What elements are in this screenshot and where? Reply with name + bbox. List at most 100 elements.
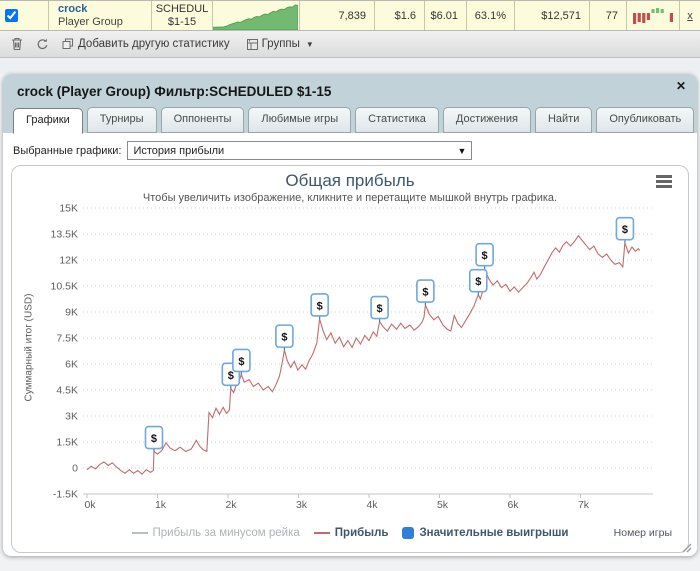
filter-line1: SCHEDUL bbox=[155, 2, 209, 15]
svg-text:$: $ bbox=[475, 276, 481, 288]
significant-win-flag[interactable]: $ bbox=[475, 242, 494, 269]
legend-item-2[interactable]: Значительные выигрыши bbox=[402, 527, 568, 539]
y-tick-label: 9K bbox=[65, 307, 78, 319]
filter-cell: SCHEDUL $1-15 bbox=[152, 1, 213, 30]
svg-text:$: $ bbox=[151, 433, 157, 445]
tab-7[interactable]: Опубликовать bbox=[596, 107, 695, 133]
legend-item-1[interactable]: Прибыль bbox=[313, 527, 389, 539]
x-tick-label: 6k bbox=[507, 499, 519, 511]
add-statistic-button[interactable]: Добавить другую статистику bbox=[59, 36, 233, 52]
tab-bar: Графики Турниры Оппоненты Любимые игры Стати… bbox=[13, 107, 697, 134]
chevron-down-icon: ▼ bbox=[305, 39, 314, 49]
svg-text:$: $ bbox=[622, 224, 628, 236]
y-tick-label: 13.5K bbox=[51, 229, 78, 241]
svg-text:$: $ bbox=[482, 250, 488, 262]
panel-body: Выбранные графики: История прибыли ▼ Общ… bbox=[3, 133, 697, 553]
chart-plot-area[interactable]: -1.5K 0 1.5K 3K 4.5K 6K 7.5K 9K 10.5K 12K 13.5K 15K… bbox=[12, 203, 659, 514]
x-tick-label: 4k bbox=[366, 499, 378, 511]
row-checkbox-cell bbox=[0, 1, 49, 30]
summary-row: crock Player Group SCHEDUL $1-15 7,839 $… bbox=[0, 0, 700, 31]
row-close-link[interactable]: x bbox=[687, 9, 693, 22]
trash-icon bbox=[12, 37, 22, 51]
groups-icon bbox=[246, 38, 258, 50]
x-tick-label: 3k bbox=[296, 499, 308, 511]
significant-win-flag[interactable]: $ bbox=[232, 348, 251, 375]
row-checkbox[interactable] bbox=[5, 9, 18, 22]
significant-win-flag[interactable]: $ bbox=[144, 425, 164, 452]
y-tick-label: 7.5K bbox=[56, 333, 78, 345]
x-tick-label: 7k bbox=[578, 499, 590, 511]
sparkline-cell bbox=[213, 1, 300, 30]
delete-button[interactable] bbox=[8, 35, 26, 53]
add-statistic-label: Добавить другую статистику bbox=[78, 38, 230, 50]
player-name-cell: crock Player Group bbox=[49, 1, 152, 30]
y-tick-label: 12K bbox=[59, 255, 78, 267]
svg-text:$: $ bbox=[281, 332, 287, 344]
significant-win-flag[interactable]: $ bbox=[275, 324, 294, 351]
tab-3[interactable]: Любимые игры bbox=[248, 107, 352, 133]
player-detail-panel: crock (Player Group) Фильтр:SCHEDULED $1… bbox=[3, 74, 697, 556]
legend-swatch bbox=[402, 527, 415, 539]
svg-text:$: $ bbox=[317, 300, 323, 312]
y-tick-label: 10.5K bbox=[51, 281, 78, 293]
y-tick-label: 3K bbox=[65, 411, 78, 423]
graph-select-value: История прибыли bbox=[133, 144, 225, 157]
row-close-cell: x bbox=[680, 1, 700, 30]
tab-2[interactable]: Оппоненты bbox=[160, 107, 245, 133]
y-tick-label: 1.5K bbox=[56, 437, 78, 449]
panel-title: crock (Player Group) Фильтр:SCHEDULED $1… bbox=[17, 84, 332, 99]
stat-games: 7,839 bbox=[300, 1, 375, 30]
player-name-link[interactable]: crock bbox=[58, 2, 88, 15]
player-type-label: Player Group bbox=[58, 15, 123, 28]
x-tick-label: 0k bbox=[84, 499, 96, 511]
close-icon[interactable]: ✕ bbox=[675, 79, 686, 93]
tab-1[interactable]: Турниры bbox=[86, 107, 157, 133]
significant-win-flag[interactable]: $ bbox=[416, 279, 435, 306]
tab-graphs-active[interactable]: Графики bbox=[13, 108, 83, 134]
tab-5[interactable]: Достижения bbox=[442, 107, 531, 133]
stat-percent: 63.1% bbox=[467, 1, 515, 30]
groups-button[interactable]: Группы ▼ bbox=[244, 36, 317, 52]
position-bars-icon bbox=[633, 7, 673, 24]
significant-win-flag[interactable]: $ bbox=[615, 216, 635, 243]
resize-handle[interactable] bbox=[681, 542, 692, 553]
x-axis-title: Номер игры bbox=[613, 527, 672, 539]
refresh-button[interactable] bbox=[33, 36, 52, 53]
chart-legend: Прибыль за минусом рейка Прибыль Значитель… bbox=[12, 519, 688, 547]
profit-chart[interactable]: Общая прибыль Чтобы увеличить изображени… bbox=[11, 165, 689, 553]
significant-win-flag[interactable]: $ bbox=[468, 268, 488, 295]
stat-abi: $6.01 bbox=[425, 1, 467, 30]
significant-win-flag[interactable]: $ bbox=[310, 293, 329, 319]
toolbar: Добавить другую статистику Группы ▼ bbox=[0, 31, 700, 58]
chevron-down-icon: ▼ bbox=[457, 145, 467, 156]
copy-icon bbox=[62, 38, 73, 49]
legend-item-0[interactable]: Прибыль за минусом рейка bbox=[131, 527, 300, 539]
x-tick-label: 1k bbox=[155, 499, 167, 511]
svg-text:$: $ bbox=[228, 370, 234, 382]
stat-avg-stake: $1.6 bbox=[375, 1, 425, 30]
graph-select-label: Выбранные графики: bbox=[13, 144, 122, 157]
chart-menu-icon[interactable] bbox=[656, 175, 672, 190]
page-background-strip bbox=[0, 58, 700, 74]
tab-4[interactable]: Статистика bbox=[355, 107, 439, 133]
y-axis-title: Суммарный итог (USD) bbox=[23, 293, 35, 402]
legend-label: Значительные выигрыши bbox=[419, 527, 569, 539]
y-tick-label: 4.5K bbox=[56, 385, 78, 397]
y-tick-label: -1.5K bbox=[53, 489, 78, 501]
legend-label: Прибыль за минусом рейка bbox=[152, 527, 300, 539]
profit-sparkline-icon bbox=[213, 4, 298, 30]
refresh-icon bbox=[37, 38, 48, 49]
y-tick-label: 15K bbox=[59, 204, 78, 215]
x-tick-label: 2k bbox=[225, 499, 237, 511]
legend-swatch bbox=[313, 532, 330, 534]
stat-profit: $12,571 bbox=[515, 1, 590, 30]
legend-label: Прибыль bbox=[334, 527, 389, 539]
chart-subtitle: Чтобы увеличить изображение, кликните и … bbox=[142, 192, 558, 204]
graph-select-dropdown[interactable]: История прибыли ▼ bbox=[127, 141, 473, 160]
svg-text:$: $ bbox=[238, 356, 244, 368]
tab-6[interactable]: Найти bbox=[534, 107, 593, 133]
groups-label: Группы bbox=[261, 38, 300, 50]
legend-swatch bbox=[131, 532, 148, 534]
filter-line2: $1-15 bbox=[167, 15, 197, 28]
significant-win-flag[interactable]: $ bbox=[370, 295, 389, 322]
